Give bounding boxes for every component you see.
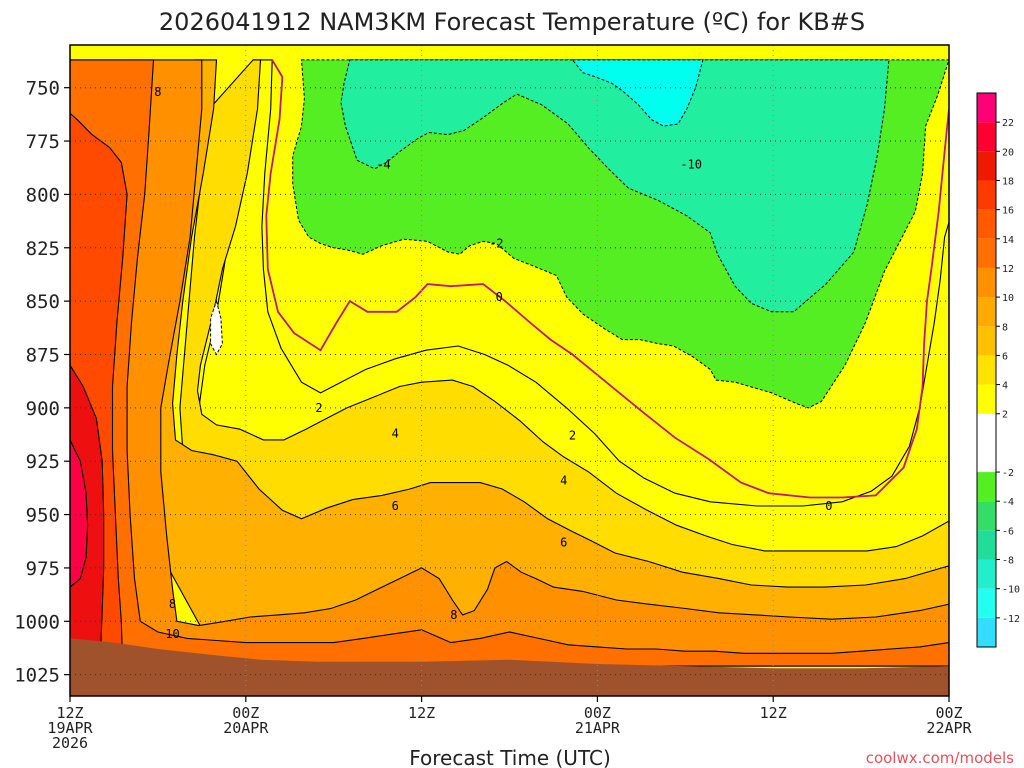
colorbar-label: -10 bbox=[1002, 585, 1020, 596]
y-tick-label: 1000 bbox=[14, 611, 60, 633]
colorbar-label: 4 bbox=[1002, 381, 1008, 392]
label-minus4c: -4 bbox=[376, 158, 390, 172]
x-tick-label: 12Z bbox=[408, 704, 435, 722]
y-tick-label: 800 bbox=[26, 184, 60, 206]
colorbar-label: -12 bbox=[1002, 614, 1020, 625]
x-tick-label: 20APR bbox=[223, 719, 269, 737]
colorbar-swatch bbox=[977, 267, 996, 298]
colorbar-label: 16 bbox=[1002, 206, 1014, 217]
colorbar-swatch bbox=[977, 238, 996, 268]
x-tick-label: 00Z bbox=[232, 704, 259, 722]
colorbar-swatch bbox=[977, 209, 996, 239]
colorbar-label: 12 bbox=[1002, 264, 1014, 275]
y-tick-label: 950 bbox=[26, 505, 60, 527]
y-tick-label: 750 bbox=[26, 78, 60, 100]
contour-labels: 8 -4 -10 -2 0 2 4 2 6 4 6 0 8 8 10 bbox=[154, 85, 832, 641]
label-8c-mid: 8 bbox=[450, 608, 457, 622]
y-axis: 750 775 800 825 850 875 900 925 950 975 1000 1025 bbox=[14, 78, 70, 687]
x-tick-label: 21APR bbox=[575, 719, 621, 737]
label-2c-left: 2 bbox=[315, 401, 322, 415]
x-axis-title: Forecast Time (UTC) bbox=[409, 746, 611, 768]
label-10c: 10 bbox=[165, 627, 179, 641]
y-tick-label: 975 bbox=[26, 558, 60, 580]
credit-link[interactable]: coolwx.com/models bbox=[866, 749, 1014, 767]
chart-title: 2026041912 NAM3KM Forecast Temperature (… bbox=[159, 8, 865, 36]
terrain-surface bbox=[70, 638, 949, 696]
colorbar-label: -4 bbox=[1002, 497, 1014, 508]
colorbar-swatch bbox=[977, 413, 996, 443]
plot-frame bbox=[69, 44, 950, 697]
label-minus10c: -10 bbox=[680, 158, 702, 172]
colorbar-swatch bbox=[977, 326, 996, 356]
x-tick-label: 2026 bbox=[52, 734, 88, 752]
x-tick-label: 12Z bbox=[760, 704, 787, 722]
label-4c-left: 4 bbox=[392, 426, 399, 440]
colorbar-label: 22 bbox=[1002, 118, 1014, 129]
colorbar-swatch bbox=[977, 442, 996, 473]
y-tick-label: 825 bbox=[26, 238, 60, 260]
band-8-to-10 bbox=[70, 59, 949, 667]
label-0c-lower: 0 bbox=[825, 499, 832, 513]
colorbar-label: 20 bbox=[1002, 147, 1014, 158]
y-tick-label: 900 bbox=[26, 398, 60, 420]
colorbar-swatch bbox=[977, 559, 996, 589]
label-6c-right: 6 bbox=[560, 535, 567, 549]
x-tick-label: 19APR bbox=[47, 719, 93, 737]
region-minus4-to-minus10 bbox=[340, 59, 890, 313]
x-tick-label: 00Z bbox=[935, 704, 962, 722]
colorbar: -12 -10 -8 -6 -4 -2 2 4 6 8 10 12 14 16 18 20 22 bbox=[976, 92, 1020, 648]
y-tick-label: 850 bbox=[26, 291, 60, 313]
colorbar-swatch bbox=[977, 501, 996, 531]
y-tick-label: 775 bbox=[26, 131, 60, 153]
colorbar-swatch bbox=[977, 617, 996, 647]
label-6c-left: 6 bbox=[392, 499, 399, 513]
region-le-minus10 bbox=[571, 59, 704, 127]
colorbar-swatch bbox=[977, 151, 996, 181]
isotherm-0c-line bbox=[265, 59, 949, 499]
band-22-plus bbox=[70, 439, 89, 588]
colorbar-label: -6 bbox=[1002, 526, 1014, 537]
colorbar-swatch bbox=[977, 122, 996, 152]
y-tick-label: 925 bbox=[26, 451, 60, 473]
x-tick-label: 00Z bbox=[584, 704, 611, 722]
plot-fills bbox=[70, 45, 949, 696]
y-tick-label: 875 bbox=[26, 344, 60, 366]
colorbar-swatch bbox=[977, 588, 996, 618]
label-0c-upper: 0 bbox=[496, 290, 503, 304]
x-tick-label: 12Z bbox=[56, 704, 83, 722]
colorbar-swatch bbox=[977, 180, 996, 210]
colorbar-label: -2 bbox=[1002, 468, 1014, 479]
colorbar-label: 2 bbox=[1002, 410, 1008, 421]
label-2c-right: 2 bbox=[569, 429, 576, 443]
y-tick-label: 1025 bbox=[14, 665, 60, 687]
label-4c-right: 4 bbox=[560, 473, 567, 487]
colorbar-label: 8 bbox=[1002, 322, 1008, 333]
x-tick-label: 22APR bbox=[926, 719, 972, 737]
band-6-to-8 bbox=[138, 59, 949, 667]
colorbar-swatch bbox=[977, 355, 996, 385]
label-minus2c: -2 bbox=[489, 237, 503, 251]
region-white-zero-band-interior bbox=[210, 299, 223, 356]
colorbar-label: 14 bbox=[1002, 235, 1014, 246]
colorbar-swatch bbox=[977, 530, 996, 560]
colorbar-swatch bbox=[977, 384, 996, 414]
colorbar-swatch bbox=[977, 93, 996, 123]
colorbar-label: -8 bbox=[1002, 556, 1014, 567]
label-8c-top: 8 bbox=[154, 85, 161, 99]
colorbar-swatch bbox=[977, 472, 996, 502]
colorbar-label: 18 bbox=[1002, 176, 1014, 187]
band-10-to-14 bbox=[70, 59, 949, 667]
colorbar-label: 6 bbox=[1002, 351, 1008, 362]
label-8c-bottom: 8 bbox=[169, 597, 176, 611]
colorbar-frame bbox=[976, 92, 997, 648]
colorbar-swatch bbox=[977, 297, 996, 327]
colorbar-label: 10 bbox=[1002, 293, 1014, 304]
